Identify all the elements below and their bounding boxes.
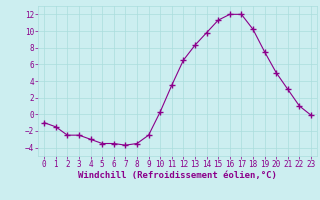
X-axis label: Windchill (Refroidissement éolien,°C): Windchill (Refroidissement éolien,°C): [78, 171, 277, 180]
